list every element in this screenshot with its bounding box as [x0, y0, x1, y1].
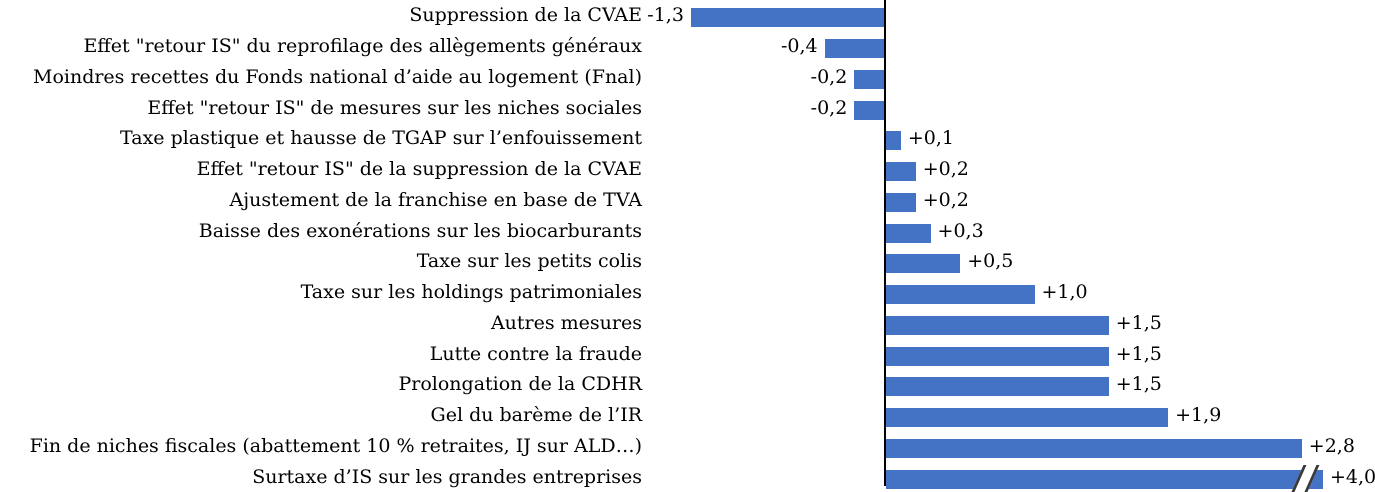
chart-row: Lutte contre la fraude +1,5	[0, 338, 1375, 369]
bar	[886, 285, 1035, 305]
chart-row: Effet "retour IS" de la suppression de l…	[0, 154, 1375, 185]
bar	[886, 315, 1109, 335]
value-label: +0,1	[907, 127, 954, 150]
chart-row: Ajustement de la franchise en base de TV…	[0, 185, 1375, 216]
value-label: -0,4	[780, 35, 818, 58]
category-label: Effet "retour IS" de mesures sur les nic…	[147, 96, 642, 119]
category-label: Ajustement de la franchise en base de TV…	[229, 188, 642, 211]
bar	[886, 162, 916, 182]
category-label: Gel du barème de l’IR	[430, 404, 642, 427]
value-label: -1,3	[647, 4, 684, 27]
value-label: +0,3	[937, 219, 984, 242]
value-label: +1,9	[1175, 404, 1222, 427]
category-label: Taxe sur les holdings patrimoniales	[300, 281, 642, 304]
category-label: Prolongation de la CDHR	[398, 373, 642, 396]
value-label: -0,2	[810, 65, 848, 88]
category-label: Suppression de la CVAE	[409, 4, 642, 27]
category-label: Surtaxe d’IS sur les grandes entreprises	[252, 465, 642, 488]
chart-row: Prolongation de la CDHR +1,5	[0, 369, 1375, 400]
value-label: +0,2	[922, 158, 969, 181]
chart-row: Effet "retour IS" du reprofilage des all…	[0, 31, 1375, 62]
bar	[886, 377, 1109, 397]
category-label: Taxe sur les petits colis	[416, 250, 642, 273]
value-label: +1,5	[1115, 373, 1162, 396]
category-label: Taxe plastique et hausse de TGAP sur l’e…	[120, 127, 642, 150]
value-label: -0,2	[810, 96, 848, 119]
chart-row: Fin de niches fiscales (abattement 10 % …	[0, 431, 1375, 462]
bar	[886, 131, 901, 151]
category-label: Lutte contre la fraude	[429, 342, 642, 365]
bar	[886, 254, 961, 274]
chart-row: Taxe sur les petits colis +0,5	[0, 246, 1375, 277]
chart-row: Taxe sur les holdings patrimoniales +1,0	[0, 277, 1375, 308]
bar	[886, 346, 1109, 366]
bar	[690, 8, 884, 28]
chart-row: Effet "retour IS" de mesures sur les nic…	[0, 92, 1375, 123]
category-label: Autres mesures	[490, 311, 642, 334]
category-label: Fin de niches fiscales (abattement 10 % …	[29, 434, 642, 457]
bar	[886, 192, 916, 212]
value-label: +0,5	[967, 250, 1014, 273]
chart-row: Baisse des exonérations sur les biocarbu…	[0, 215, 1375, 246]
value-label: +0,2	[922, 188, 969, 211]
bar	[854, 69, 884, 89]
chart-row: Gel du barème de l’IR +1,9	[0, 400, 1375, 431]
chart-row: Taxe plastique et hausse de TGAP sur l’e…	[0, 123, 1375, 154]
category-label: Effet "retour IS" de la suppression de l…	[196, 158, 642, 181]
bar	[886, 408, 1169, 428]
chart-row: Moindres recettes du Fonds national d’ai…	[0, 62, 1375, 93]
bar	[824, 39, 884, 59]
bar	[854, 100, 884, 120]
bar	[886, 469, 1323, 489]
category-label: Moindres recettes du Fonds national d’ai…	[32, 65, 642, 88]
category-label: Baisse des exonérations sur les biocarbu…	[198, 219, 642, 242]
value-label: +2,8	[1308, 434, 1355, 457]
chart-row: Surtaxe d’IS sur les grandes entreprises…	[0, 461, 1375, 492]
bar	[886, 438, 1302, 458]
chart-row: Autres mesures +1,5	[0, 308, 1375, 339]
zero-axis-line	[884, 0, 886, 486]
category-label: Effet "retour IS" du reprofilage des all…	[83, 35, 642, 58]
value-label: +1,0	[1041, 281, 1088, 304]
value-label: +1,5	[1115, 311, 1162, 334]
chart-row: Suppression de la CVAE -1,3	[0, 0, 1375, 31]
value-label: +1,5	[1115, 342, 1162, 365]
bar	[886, 223, 931, 243]
value-label: +4,0	[1330, 465, 1375, 488]
